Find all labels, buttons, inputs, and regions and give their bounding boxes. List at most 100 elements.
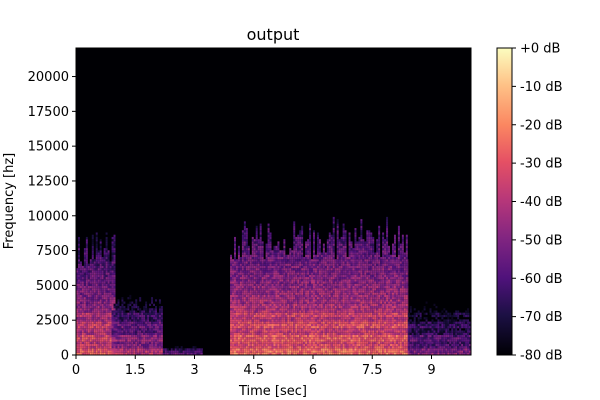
spectrogram-cell xyxy=(314,272,317,275)
spectrogram-cell xyxy=(230,301,233,304)
spectrogram-cell xyxy=(245,328,248,331)
spectrogram-cell xyxy=(279,326,282,329)
spectrogram-cell xyxy=(127,326,130,329)
spectrogram-cell xyxy=(87,330,90,333)
spectrogram-cell xyxy=(336,254,339,257)
spectrogram-cell xyxy=(83,285,86,289)
spectrogram-cell xyxy=(314,297,317,300)
spectrogram-cell xyxy=(322,243,325,246)
spectrogram-cell xyxy=(326,279,329,282)
spectrogram-cell xyxy=(356,252,359,255)
spectrogram-cell xyxy=(237,263,240,266)
spectrogram-cell xyxy=(109,263,112,266)
spectrogram-cell xyxy=(346,281,349,284)
spectrogram-cell xyxy=(334,305,337,309)
spectrogram-cell xyxy=(297,279,300,282)
spectrogram-cell xyxy=(348,297,351,300)
spectrogram-cell xyxy=(85,288,88,291)
spectrogram-cell xyxy=(324,297,327,300)
spectrogram-cell xyxy=(313,270,315,273)
spectrogram-cell xyxy=(275,317,278,320)
spectrogram-cell xyxy=(358,343,361,347)
spectrogram-cell xyxy=(97,308,100,311)
spectrogram-cell xyxy=(291,312,294,315)
spectrogram-cell xyxy=(336,277,339,280)
spectrogram-cell xyxy=(251,288,254,291)
spectrogram-cell xyxy=(243,230,246,233)
spectrogram-cell xyxy=(85,268,88,271)
spectrogram-cell xyxy=(253,274,256,278)
spectrogram-cell xyxy=(234,239,236,242)
spectrogram-cell xyxy=(281,308,284,311)
spectrogram-cell xyxy=(279,350,282,353)
spectrogram-cell xyxy=(156,343,159,347)
spectrogram-cell xyxy=(322,321,325,324)
spectrogram-cell xyxy=(158,350,161,353)
spectrogram-cell xyxy=(340,283,343,286)
spectrogram-cell xyxy=(239,346,242,349)
spectrogram-cell xyxy=(271,343,274,347)
spectrogram-cell xyxy=(295,259,298,262)
spectrogram-cell xyxy=(291,288,294,291)
spectrogram-cell xyxy=(107,299,110,302)
spectrogram-cell xyxy=(303,297,306,300)
spectrogram-cell xyxy=(313,281,315,284)
spectrogram-cell xyxy=(301,332,304,335)
spectrogram-cell xyxy=(234,281,236,284)
spectrogram-cell xyxy=(81,270,84,273)
spectrogram-cell xyxy=(232,290,234,293)
spectrogram-cell xyxy=(336,279,339,282)
spectrogram-cell xyxy=(121,348,124,351)
spectrogram-cell xyxy=(318,326,321,329)
spectrogram-cell xyxy=(93,312,96,315)
spectrogram-cell xyxy=(305,261,308,264)
spectrogram-cell xyxy=(232,259,234,262)
spectrogram-cell xyxy=(340,274,343,278)
spectrogram-cell xyxy=(320,277,323,280)
spectrogram-cell xyxy=(160,332,163,335)
spectrogram-cell xyxy=(81,290,84,293)
spectrogram-cell xyxy=(322,303,325,306)
spectrogram-cell xyxy=(291,323,294,327)
spectrogram-cell xyxy=(348,312,351,315)
spectrogram-cell xyxy=(259,312,262,315)
spectrogram-cell xyxy=(145,314,148,318)
spectrogram-cell xyxy=(279,294,282,298)
spectrogram-cell xyxy=(299,268,302,271)
spectrogram-cell xyxy=(265,288,268,291)
spectrogram-cell xyxy=(320,279,323,282)
spectrogram-cell xyxy=(271,317,274,320)
spectrogram-cell xyxy=(277,341,280,344)
spectrogram-cell xyxy=(281,288,284,291)
spectrogram-cell xyxy=(338,343,341,347)
spectrogram-cell xyxy=(111,239,114,242)
spectrogram-cell xyxy=(326,314,329,318)
spectrogram-cell xyxy=(243,308,246,311)
spectrogram-cell xyxy=(303,283,306,286)
spectrogram-cell xyxy=(342,270,345,273)
spectrogram-cell xyxy=(309,343,312,347)
spectrogram-cell xyxy=(79,290,82,293)
spectrogram-cell xyxy=(322,323,325,327)
spectrogram-cell xyxy=(340,314,343,318)
spectrogram-cell xyxy=(232,285,234,289)
spectrogram-cell xyxy=(257,299,260,302)
spectrogram-cell xyxy=(239,283,242,286)
spectrogram-cell xyxy=(293,321,296,324)
spectrogram-cell xyxy=(326,272,329,275)
spectrogram-cell xyxy=(103,326,106,329)
spectrogram-cell xyxy=(95,328,98,331)
spectrogram-cell xyxy=(275,332,278,335)
spectrogram-cell xyxy=(111,312,114,315)
spectrogram-cell xyxy=(261,343,264,347)
spectrogram-cell xyxy=(340,339,343,342)
spectrogram-cell xyxy=(273,350,276,353)
spectrogram-cell xyxy=(269,239,272,242)
spectrogram-cell xyxy=(283,265,286,269)
spectrogram-cell xyxy=(299,274,302,278)
spectrogram-cell xyxy=(277,319,280,322)
spectrogram-cell xyxy=(336,234,339,237)
spectrogram-cell xyxy=(85,261,88,264)
spectrogram-cell xyxy=(99,292,102,295)
spectrogram-cell xyxy=(257,243,260,246)
